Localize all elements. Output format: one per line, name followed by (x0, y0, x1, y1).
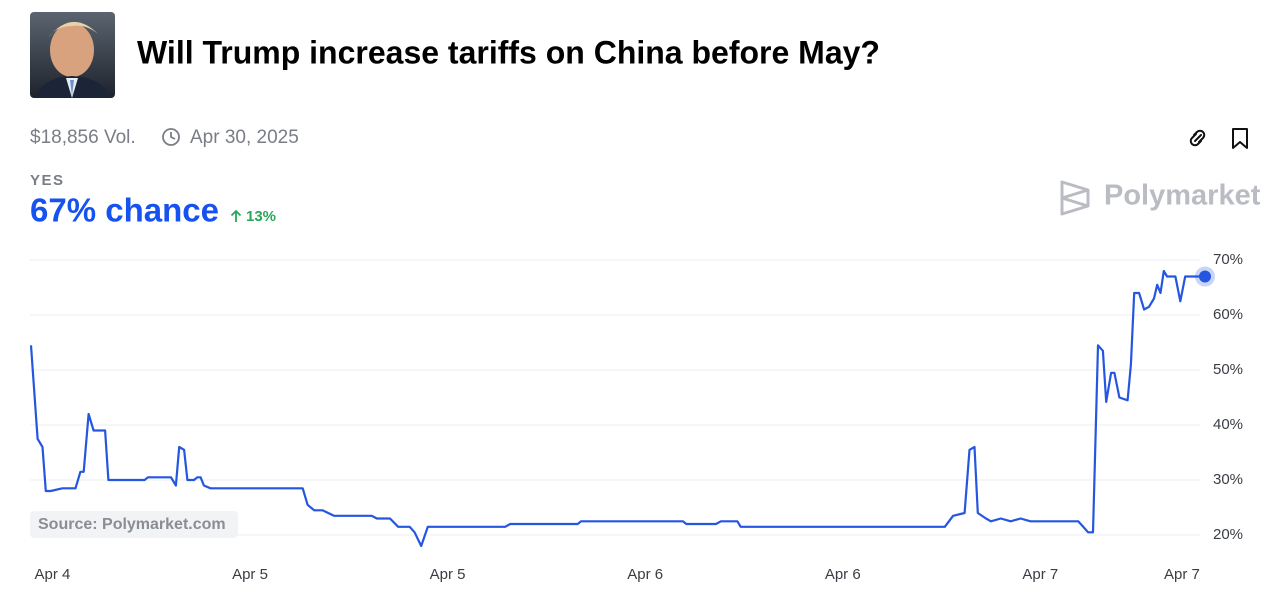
x-tick-label: Apr 4 (34, 566, 70, 583)
link-icon[interactable] (1189, 129, 1206, 147)
end-dot (1199, 270, 1211, 283)
change: 13% (246, 208, 276, 225)
brand-logo (1060, 180, 1090, 216)
y-tick-label: 70% (1213, 251, 1243, 268)
y-tick-label: 30% (1213, 471, 1243, 488)
outcome: YES (30, 172, 65, 189)
bookmark-icon[interactable] (1232, 128, 1248, 149)
clock-icon (162, 128, 180, 146)
x-tick-label: Apr 5 (430, 566, 466, 583)
y-tick-label: 60% (1213, 306, 1243, 323)
x-tick-label: Apr 6 (627, 566, 663, 583)
x-tick-label: Apr 6 (825, 566, 861, 583)
title: Will Trump increase tariffs on China bef… (137, 34, 880, 70)
x-tick-label: Apr 5 (232, 566, 268, 583)
end-date: Apr 30, 2025 (190, 127, 299, 148)
brand: Polymarket (1104, 180, 1261, 212)
y-tick-label: 50% (1213, 361, 1243, 378)
volume: $18,856 Vol. (30, 127, 136, 148)
x-tick-label: Apr 7 (1164, 566, 1200, 583)
source: Source: Polymarket.com (38, 516, 226, 533)
price-line (29, 269, 1205, 548)
y-tick-label: 40% (1213, 416, 1243, 433)
y-tick-label: 20% (1213, 526, 1243, 543)
chance: 67% chance (30, 192, 219, 229)
source-box (30, 511, 238, 538)
up-arrow (230, 209, 242, 222)
avatar (30, 12, 115, 98)
x-tick-label: Apr 7 (1022, 566, 1058, 583)
